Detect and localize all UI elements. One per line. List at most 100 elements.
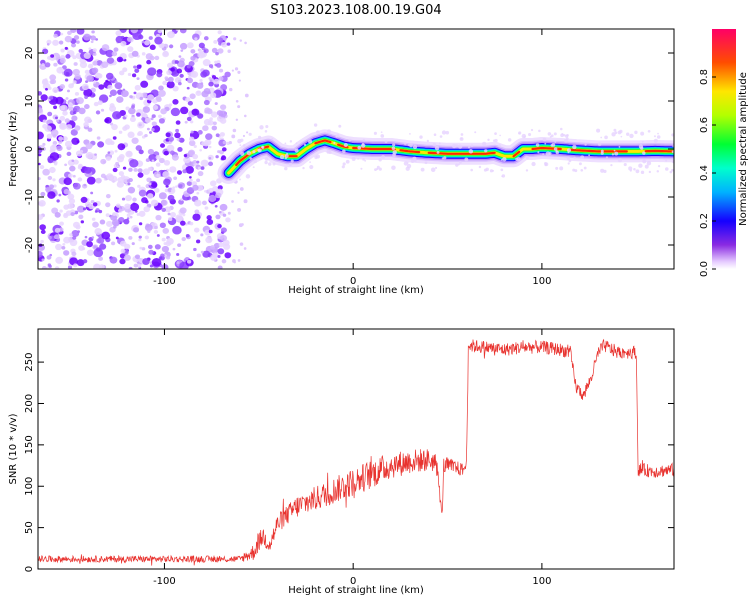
noise-blob bbox=[83, 88, 93, 97]
noise-blob bbox=[72, 174, 76, 178]
colorbar-tick-label: 0.6 bbox=[699, 117, 710, 133]
noise-blob bbox=[136, 64, 142, 70]
halo-dot bbox=[441, 130, 447, 135]
noise-blob bbox=[38, 201, 41, 206]
noise-blob bbox=[141, 52, 146, 56]
noise-blob bbox=[147, 244, 153, 250]
noise-blob bbox=[92, 221, 99, 228]
noise-blob bbox=[61, 245, 66, 250]
noise-blob bbox=[53, 234, 60, 240]
halo-dot bbox=[516, 157, 521, 161]
noise-blob bbox=[119, 258, 126, 265]
noise-blob bbox=[196, 90, 201, 94]
halo-dot bbox=[338, 124, 342, 128]
halo-dot bbox=[494, 132, 497, 135]
ridge-peak bbox=[644, 149, 674, 153]
noise-blob bbox=[184, 222, 188, 226]
noise-blob bbox=[115, 236, 119, 240]
noise-blob bbox=[38, 214, 44, 221]
noise-blob bbox=[128, 266, 133, 269]
noise-blob bbox=[173, 176, 178, 180]
noise-blob bbox=[192, 33, 200, 41]
noise-blob bbox=[186, 181, 192, 187]
noise-blob bbox=[211, 75, 217, 79]
noise-blob bbox=[66, 151, 72, 157]
noise-blob bbox=[148, 36, 153, 40]
noise-blob bbox=[131, 242, 135, 246]
halo-dot bbox=[638, 163, 643, 168]
noise-blob bbox=[90, 191, 94, 195]
noise-blob bbox=[204, 190, 207, 193]
noise-blob bbox=[56, 145, 63, 152]
halo-dot bbox=[264, 130, 268, 133]
noise-blob bbox=[217, 224, 222, 229]
noise-blob bbox=[93, 248, 104, 258]
halo-dot bbox=[605, 156, 609, 159]
halo-dot bbox=[261, 146, 264, 149]
noise-blob bbox=[47, 263, 52, 267]
noise-blob bbox=[217, 30, 222, 35]
noise-blob bbox=[208, 64, 214, 68]
noise-blob bbox=[167, 31, 175, 39]
noise-blob bbox=[218, 76, 224, 81]
noise-blob bbox=[101, 61, 109, 68]
noise-blob bbox=[150, 199, 159, 207]
noise-blob bbox=[163, 242, 167, 246]
noise-blob bbox=[86, 249, 94, 256]
noise-blob bbox=[205, 133, 213, 140]
noise-blob bbox=[208, 156, 212, 160]
halo-dot bbox=[381, 154, 386, 159]
halo-dot bbox=[392, 143, 396, 147]
halo-dot bbox=[467, 146, 471, 149]
noise-blob bbox=[104, 117, 112, 124]
halo-dot bbox=[378, 167, 382, 171]
noise-blob bbox=[97, 141, 105, 148]
noise-blob bbox=[137, 172, 144, 178]
noise-blob bbox=[56, 66, 64, 74]
noise-blob bbox=[50, 54, 55, 58]
noise-blob bbox=[219, 203, 228, 211]
halo-dot bbox=[268, 162, 272, 166]
noise-blob bbox=[141, 112, 148, 118]
noise-blob bbox=[196, 253, 201, 258]
noise-blob bbox=[239, 242, 244, 246]
noise-blob bbox=[189, 178, 193, 182]
halo-dot bbox=[436, 150, 440, 154]
noise-blob bbox=[68, 106, 74, 111]
noise-blob bbox=[106, 57, 115, 64]
noise-blob bbox=[179, 207, 187, 214]
noise-blob bbox=[52, 178, 56, 182]
noise-blob bbox=[77, 205, 85, 213]
noise-blob bbox=[138, 210, 146, 217]
noise-blob bbox=[44, 62, 51, 68]
noise-blob bbox=[63, 236, 71, 244]
noise-blob bbox=[218, 210, 222, 214]
halo-dot bbox=[525, 155, 529, 159]
noise-blob bbox=[97, 100, 103, 106]
noise-blob bbox=[177, 243, 182, 247]
noise-blob bbox=[92, 202, 98, 207]
noise-blob bbox=[205, 236, 213, 244]
halo-dot bbox=[409, 133, 411, 135]
halo-dot bbox=[242, 144, 246, 147]
noise-blob bbox=[183, 156, 191, 164]
noise-blob bbox=[40, 239, 44, 244]
halo-dot bbox=[345, 159, 350, 164]
noise-blob bbox=[138, 238, 142, 242]
halo-dot bbox=[313, 123, 318, 127]
noise-blob bbox=[153, 229, 159, 234]
halo-dot bbox=[240, 169, 242, 172]
halo-dot bbox=[619, 129, 623, 134]
noise-blob bbox=[129, 116, 136, 123]
noise-blob bbox=[192, 184, 199, 191]
noise-blob bbox=[146, 59, 152, 65]
noise-blob bbox=[78, 48, 84, 53]
halo-dot bbox=[669, 170, 673, 174]
noise-blob bbox=[38, 146, 43, 154]
halo-dot bbox=[641, 140, 644, 143]
halo-dot bbox=[613, 149, 616, 152]
noise-blob bbox=[222, 239, 230, 246]
noise-blob bbox=[133, 167, 138, 172]
noise-blob bbox=[155, 162, 161, 167]
noise-blob bbox=[60, 104, 68, 112]
